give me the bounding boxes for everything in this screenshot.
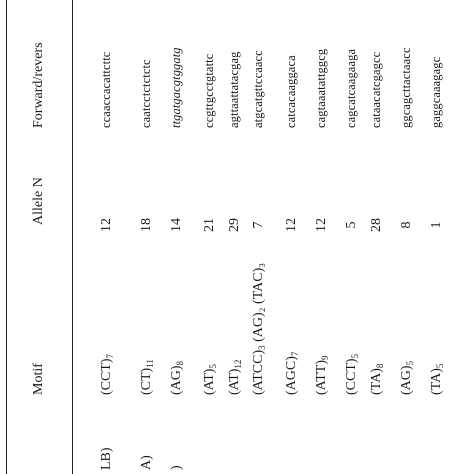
- row-allele-n: 28: [369, 218, 384, 232]
- row-locus: ): [169, 465, 184, 470]
- row-primer-sequence: cagtaaatattggcg: [314, 48, 328, 128]
- row-primer-sequence: agttaattatacgag: [227, 51, 241, 128]
- row-locus: A): [139, 455, 154, 470]
- row-motif: (ATCC)3 (AG)₂ (TAC)₃: [251, 262, 267, 395]
- header-motif: Motif: [31, 363, 46, 395]
- row-motif: (TA)8: [369, 363, 385, 395]
- header-allele-n: Allele N: [31, 177, 46, 225]
- row-motif: (AG)5: [399, 360, 415, 395]
- row-motif: (CCT)7: [99, 353, 115, 395]
- row-allele-n: 7: [251, 221, 266, 229]
- row-allele-n: 29: [227, 218, 242, 232]
- row-primer-sequence: cataacatcgagcc: [369, 51, 383, 128]
- row-allele-n: 14: [169, 218, 184, 232]
- row-primer-sequence: atgcatgttccaacc: [251, 50, 265, 128]
- row-allele-n: 1: [429, 221, 444, 229]
- row-primer-sequence: ggcagcttactaacc: [399, 47, 413, 128]
- row-motif: (AT)5: [202, 364, 218, 395]
- row-primer-sequence: gaggcaaagagc: [429, 56, 443, 128]
- row-allele-n: 12: [314, 218, 329, 232]
- row-motif: (AT)12: [227, 359, 243, 395]
- row-primer-sequence: caatcctctctctc: [139, 59, 153, 128]
- row-primer-sequence: ccgttgcctgtattc: [202, 53, 216, 128]
- row-motif: (CT)11: [139, 359, 155, 395]
- row-motif: (AGC)7: [284, 351, 300, 395]
- row-locus: LB): [99, 447, 114, 470]
- row-primer-sequence: ccaaccacattcttc: [99, 51, 113, 128]
- row-primer-sequence: ttgatgacgtggatg: [169, 47, 183, 128]
- row-primer-sequence: cagcatcaagaaga: [344, 48, 358, 128]
- row-motif: (AG)8: [169, 360, 185, 395]
- row-allele-n: 18: [139, 218, 154, 232]
- row-allele-n: 12: [99, 218, 114, 232]
- row-primer-sequence: catcacaaggaca: [284, 55, 298, 128]
- row-motif: (CCT)5: [344, 353, 360, 395]
- row-allele-n: 12: [284, 218, 299, 232]
- row-allele-n: 5: [344, 221, 359, 229]
- header-primer: Forward/revers: [31, 42, 46, 128]
- row-motif: (TA)5: [429, 363, 445, 395]
- header-rule: [72, 0, 73, 474]
- table-top-rule: [6, 0, 7, 474]
- row-motif: (ATT)9: [314, 355, 330, 396]
- row-allele-n: 21: [202, 218, 217, 232]
- row-allele-n: 8: [399, 221, 414, 229]
